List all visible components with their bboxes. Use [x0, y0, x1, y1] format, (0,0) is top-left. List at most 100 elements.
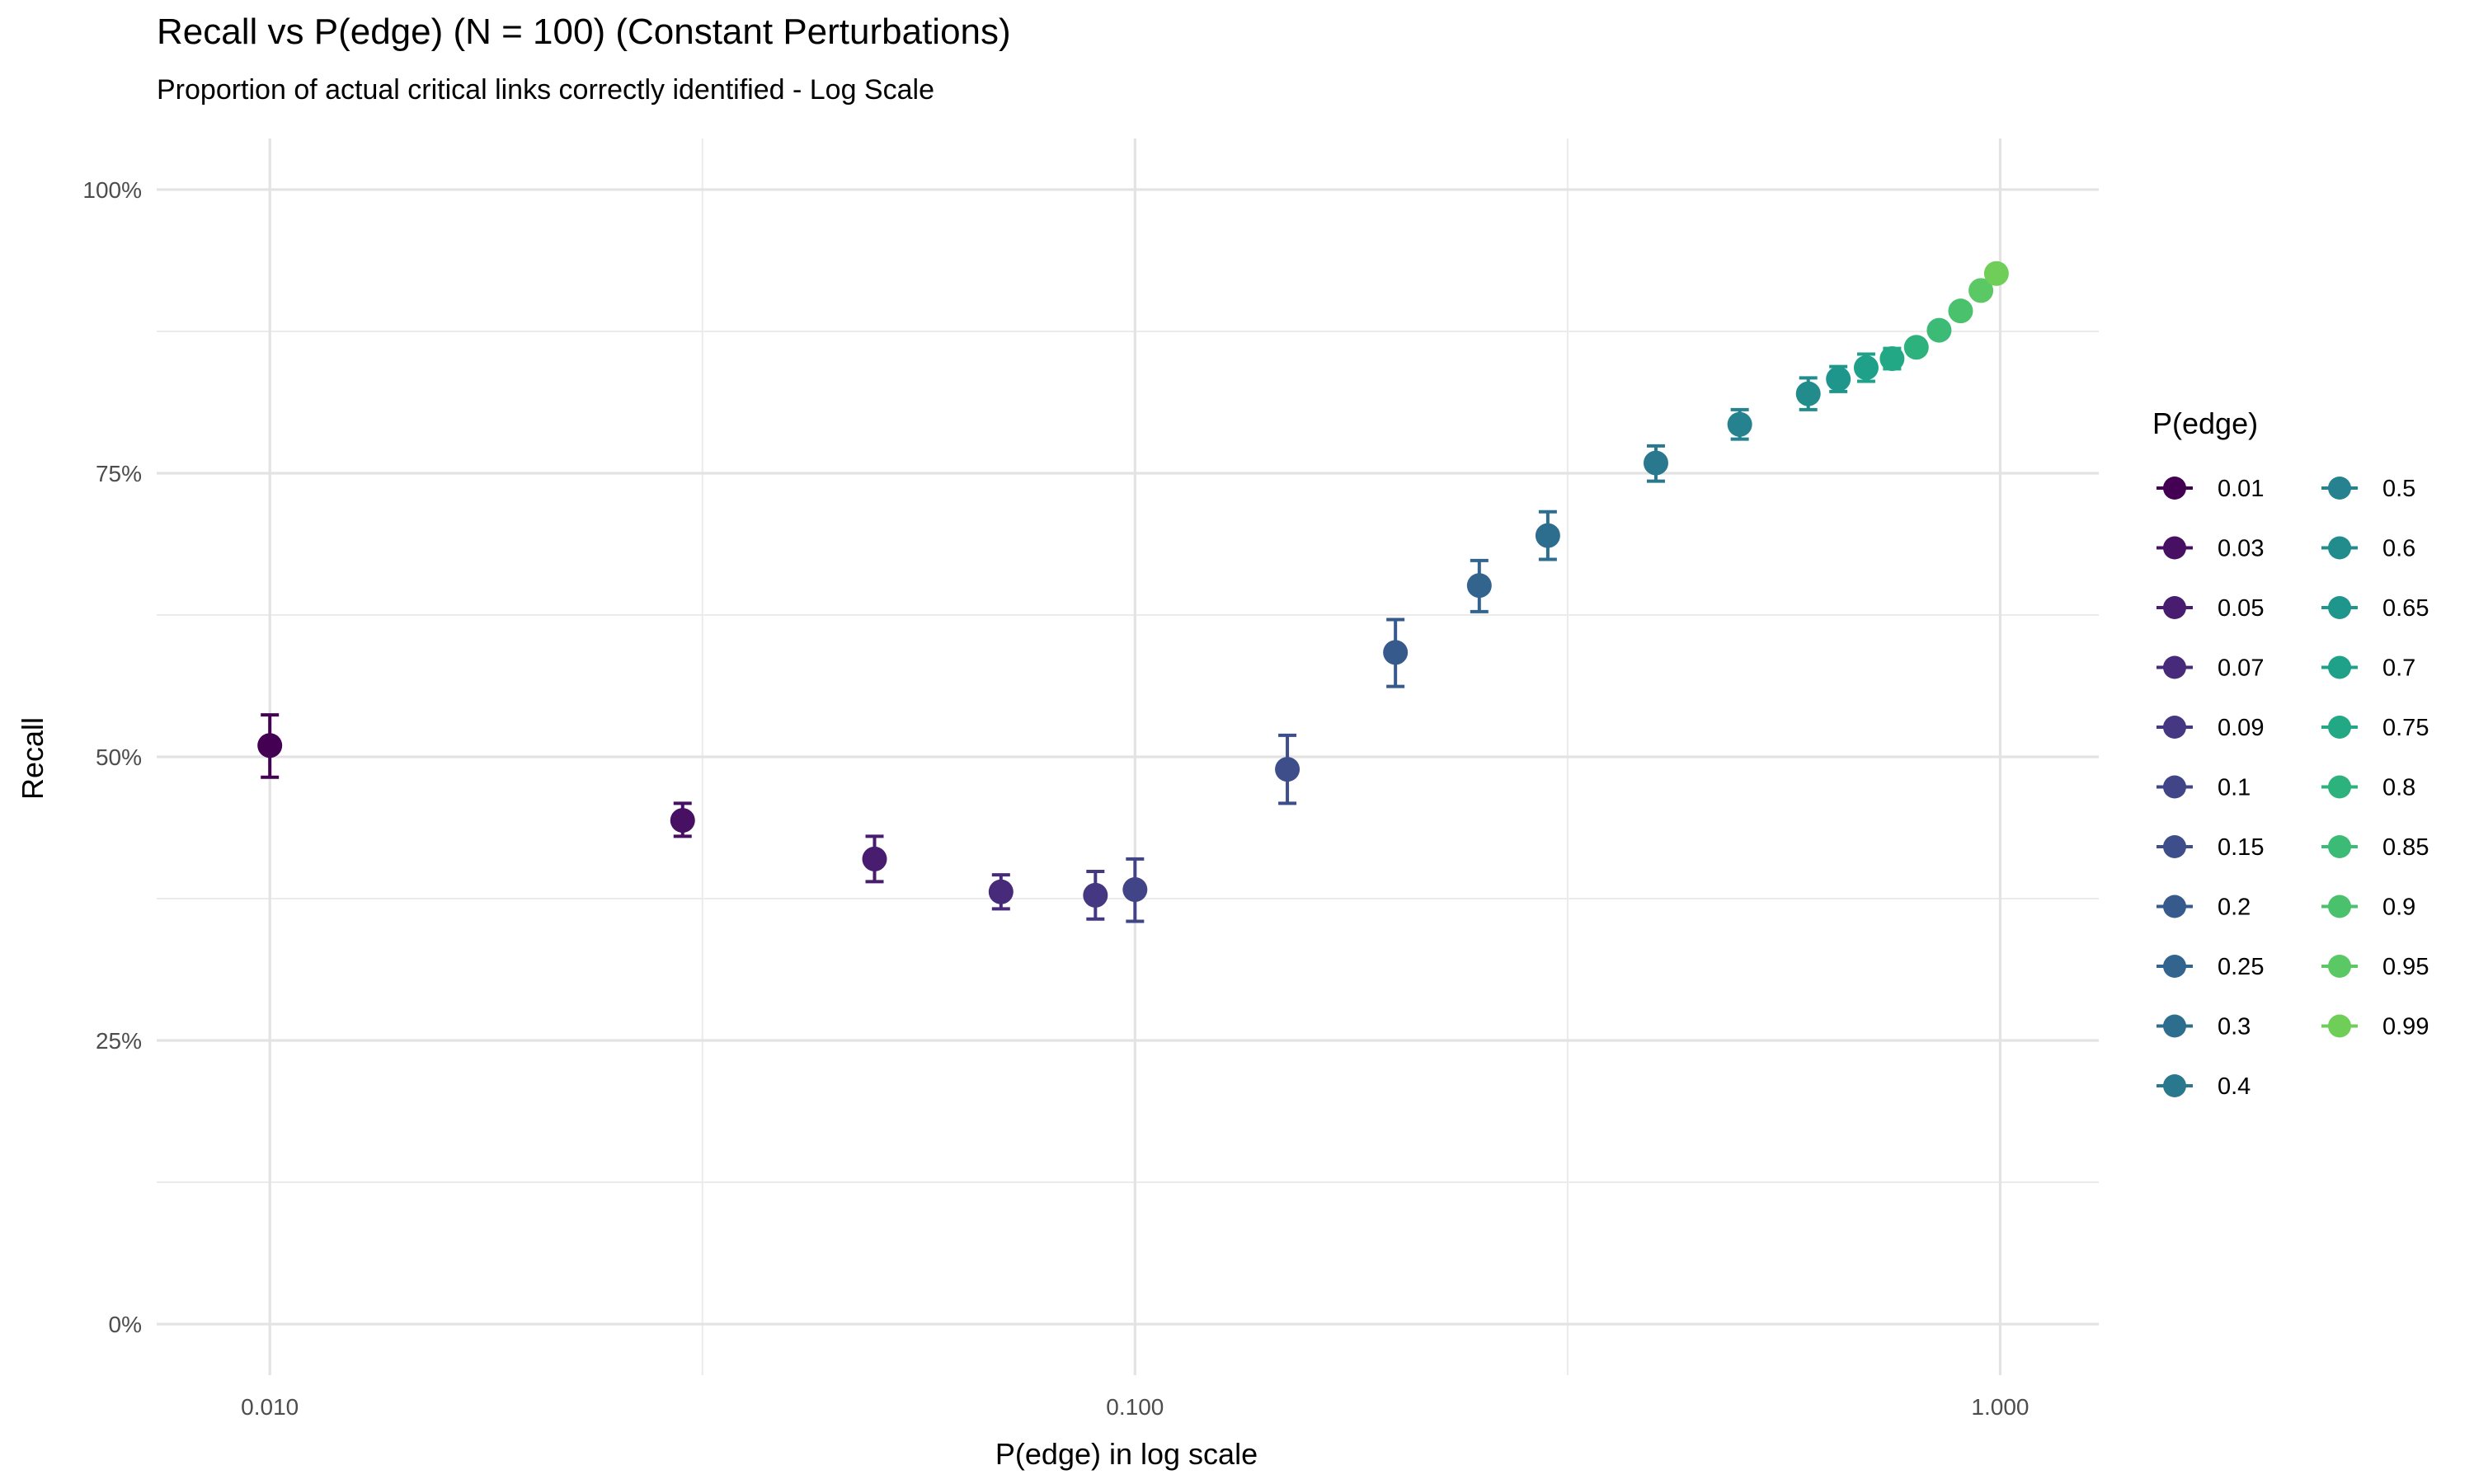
x-tick-label: 0.010: [241, 1394, 299, 1420]
chart-subtitle: Proportion of actual critical links corr…: [157, 74, 934, 106]
legend-key-point: [2328, 775, 2351, 799]
legend-item: 0.07: [2157, 655, 2264, 682]
data-point: [1083, 882, 1108, 908]
data-point-group: [1968, 278, 1994, 303]
legend-key-point: [2163, 1014, 2186, 1038]
data-point-group: [1643, 444, 1668, 483]
data-point-group: [257, 713, 283, 779]
data-point-group: [1879, 345, 1905, 371]
legend-label: 0.6: [2382, 536, 2415, 562]
legend-key-point: [2328, 1014, 2351, 1038]
data-point: [862, 846, 887, 871]
data-point: [1853, 355, 1879, 380]
legend-key-point: [2328, 895, 2351, 918]
legend-label: 0.07: [2218, 655, 2264, 682]
data-point-group: [1903, 335, 1929, 360]
legend-item: 0.7: [2321, 655, 2415, 682]
legend-item: 0.5: [2321, 476, 2415, 502]
data-point: [1948, 298, 1973, 324]
legend-item: 0.05: [2157, 595, 2264, 622]
legend: P(edge) 0.01 0.03 0.05 0.07 0.09 0.1 0.15 0.2 0.…: [2152, 406, 2429, 1100]
data-point-group: [1853, 352, 1879, 383]
data-point: [1926, 317, 1952, 343]
data-point-group: [1983, 261, 2009, 286]
legend-label: 0.95: [2382, 954, 2429, 980]
legend-label: 0.99: [2382, 1014, 2429, 1040]
legend-item: 0.95: [2321, 954, 2429, 980]
legend-key-point: [2163, 1074, 2186, 1097]
legend-item: 0.25: [2157, 954, 2264, 980]
legend-item: 0.85: [2321, 834, 2429, 861]
legend-key-point: [2163, 536, 2186, 560]
data-point: [988, 879, 1014, 904]
legend-item: 0.01: [2157, 476, 2264, 502]
legend-key-point: [2163, 655, 2186, 679]
legend-label: 0.25: [2218, 954, 2264, 980]
legend-key-point: [2328, 596, 2351, 619]
legend-label: 0.01: [2218, 476, 2264, 502]
legend-label: 0.4: [2218, 1073, 2251, 1100]
legend-label: 0.03: [2218, 536, 2264, 562]
legend-label: 0.8: [2382, 775, 2415, 801]
data-point: [1795, 381, 1821, 406]
legend-key-point: [2328, 955, 2351, 978]
data-point-group: [1795, 376, 1821, 411]
legend-item: 0.75: [2321, 715, 2429, 741]
data-point: [1466, 573, 1492, 599]
legend-item: 0.99: [2321, 1014, 2429, 1040]
y-tick-label: 75%: [96, 461, 142, 486]
legend-item: 0.03: [2157, 536, 2264, 562]
data-point-group: [1826, 364, 1851, 393]
data-point-group: [1083, 869, 1108, 921]
legend-item: 0.6: [2321, 536, 2415, 562]
legend-label: 0.3: [2218, 1014, 2251, 1040]
data-marks: [257, 261, 2009, 923]
legend-item: 0.65: [2321, 595, 2429, 622]
data-point-group: [1535, 510, 1560, 561]
legend-label: 0.09: [2218, 715, 2264, 741]
legend-item: 0.4: [2157, 1073, 2251, 1100]
y-tick-label: 100%: [82, 177, 142, 203]
legend-label: 0.9: [2382, 895, 2415, 921]
legend-label: 0.5: [2382, 476, 2415, 502]
legend-label: 0.15: [2218, 834, 2264, 861]
legend-label: 0.2: [2218, 895, 2251, 921]
legend-item: 0.2: [2157, 895, 2251, 921]
y-tick-label: 0%: [109, 1312, 142, 1337]
data-point-group: [1466, 558, 1492, 613]
legend-label: 0.65: [2382, 595, 2429, 622]
y-tick-label: 25%: [96, 1028, 142, 1054]
legend-key-point: [2163, 775, 2186, 799]
legend-item: 0.1: [2157, 775, 2251, 801]
data-point: [1968, 278, 1994, 303]
data-point: [1122, 877, 1148, 903]
data-point: [670, 808, 695, 834]
data-point: [1275, 757, 1300, 782]
data-point: [1727, 411, 1752, 437]
legend-item: 0.9: [2321, 895, 2415, 921]
legend-key-point: [2163, 477, 2186, 500]
y-tick-label: 50%: [96, 744, 142, 770]
axes: 0.010 0.100 1.000 0% 25% 50% 75% 100%: [82, 177, 2029, 1420]
legend-item: 0.3: [2157, 1014, 2251, 1040]
x-axis-title: P(edge) in log scale: [995, 1437, 1258, 1471]
data-point-group: [1727, 407, 1752, 441]
data-point: [257, 733, 283, 758]
legend-key-point: [2328, 655, 2351, 679]
x-tick-label: 0.100: [1106, 1394, 1164, 1420]
data-point-group: [1275, 733, 1300, 805]
data-point-group: [1948, 298, 1973, 324]
legend-key-point: [2163, 596, 2186, 619]
legend-key-point: [2328, 716, 2351, 739]
legend-key-point: [2163, 716, 2186, 739]
data-point: [1535, 523, 1560, 548]
legend-item: 0.15: [2157, 834, 2264, 861]
legend-label: 0.85: [2382, 834, 2429, 861]
grid: [157, 139, 2099, 1375]
legend-label: 0.05: [2218, 595, 2264, 622]
legend-key-point: [2163, 835, 2186, 858]
legend-title: P(edge): [2152, 406, 2258, 440]
data-point: [1826, 366, 1851, 392]
data-point: [1879, 345, 1905, 371]
